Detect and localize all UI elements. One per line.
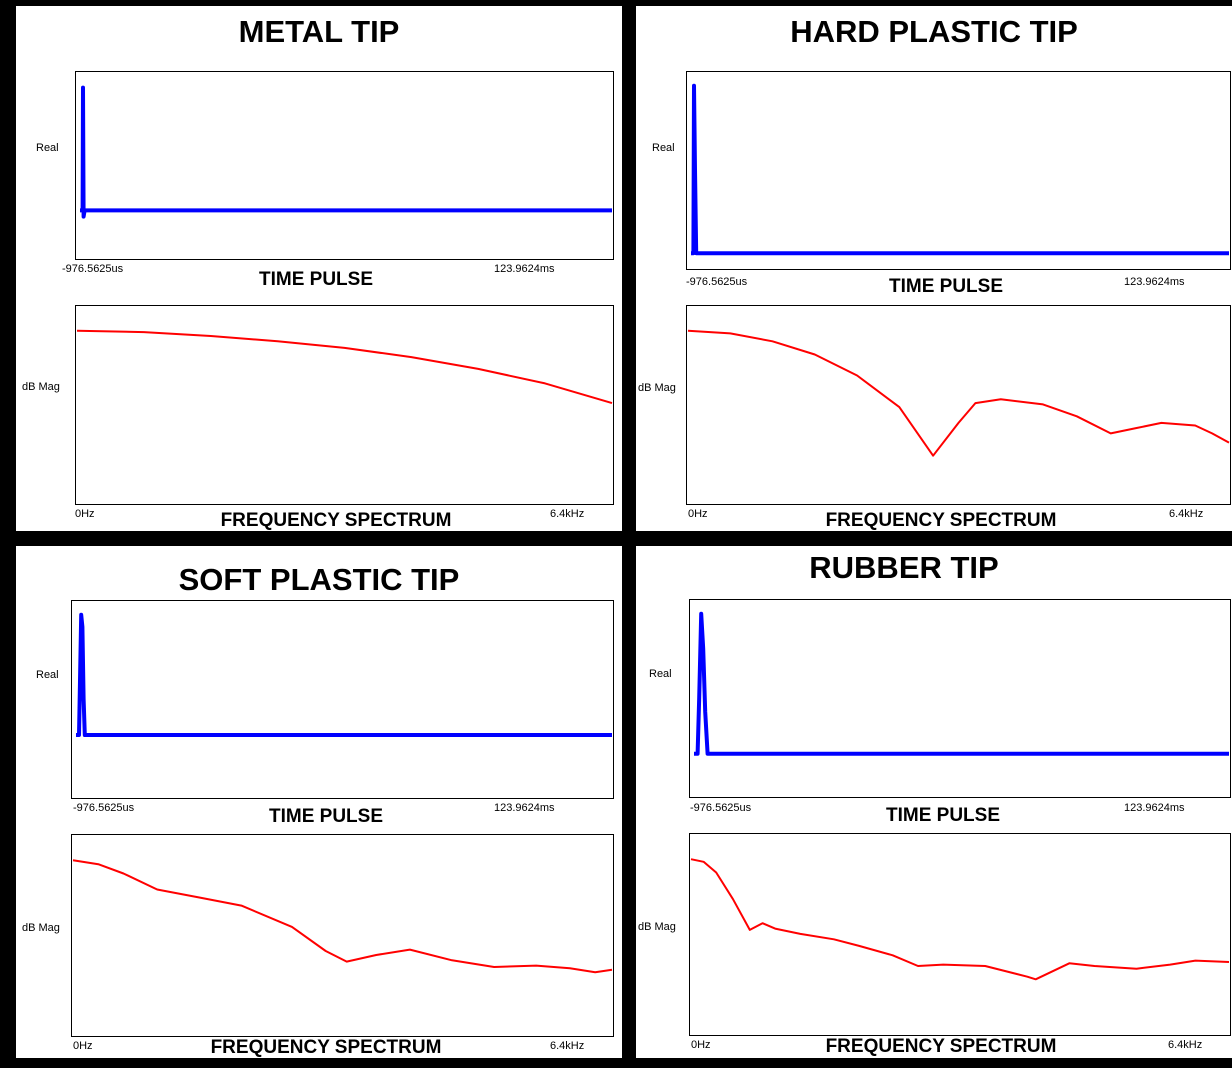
time-pulse-line [691,83,1229,256]
frequency-spectrum-line [687,329,1230,457]
freq-xtitle: FREQUENCY SPECTRUM [210,1037,442,1058]
panel-soft-plastic-tip: SOFT PLASTIC TIP Real -976.5625us 123.96… [16,546,622,1058]
time-pulse-svg [691,83,1229,256]
time-tick-end: 123.9624ms [494,263,555,275]
panel-metal-tip: METAL TIP Real -976.5625us 123.9624ms TI… [16,6,622,531]
frequency-spectrum-plot [75,305,614,505]
freq-xtitle: FREQUENCY SPECTRUM [825,510,1057,531]
frequency-spectrum-svg [76,329,613,405]
time-tick-start: -976.5625us [62,263,124,275]
time-pulse-line [80,85,612,219]
time-pulse-svg [76,612,612,737]
panel-title: SOFT PLASTIC TIP [178,562,460,597]
panel-hard-plastic-tip: HARD PLASTIC TIP Real -976.5625us 123.96… [636,6,1232,531]
freq-ylabel: dB Mag [22,381,60,393]
time-pulse-plot [75,71,614,260]
time-pulse-plot [686,71,1231,270]
freq-xtitle: FREQUENCY SPECTRUM [825,1036,1057,1057]
freq-tick-start: 0Hz [75,508,95,520]
panel-rubber-tip: RUBBER TIP Real -976.5625us 123.9624ms T… [636,546,1232,1058]
time-ylabel: Real [36,669,59,681]
freq-tick-start: 0Hz [691,1039,711,1051]
frequency-spectrum-plot [71,834,614,1037]
time-tick-end: 123.9624ms [1124,276,1185,288]
time-pulse-svg [80,85,612,219]
freq-tick-end: 6.4kHz [1168,1039,1203,1051]
time-ylabel: Real [36,142,59,154]
frequency-spectrum-line [690,858,1230,981]
frequency-spectrum-svg [690,858,1230,981]
time-xtitle: TIME PULSE [258,269,373,290]
frequency-spectrum-plot [686,305,1231,505]
freq-tick-end: 6.4kHz [550,1040,585,1052]
freq-ylabel: dB Mag [22,922,60,934]
frequency-spectrum-line [76,329,613,405]
time-pulse-line [76,612,612,737]
time-ylabel: Real [649,668,672,680]
freq-tick-start: 0Hz [688,508,708,520]
panel-title: METAL TIP [238,14,400,49]
time-xtitle: TIME PULSE [885,805,1000,826]
time-pulse-line [694,611,1229,756]
time-pulse-plot [689,599,1231,798]
time-xtitle: TIME PULSE [268,806,383,827]
time-xtitle: TIME PULSE [888,276,1003,297]
panel-title: RUBBER TIP [809,550,999,585]
frequency-spectrum-svg [72,859,613,974]
time-tick-end: 123.9624ms [1124,802,1185,814]
frequency-spectrum-svg [687,329,1230,457]
time-tick-end: 123.9624ms [494,802,555,814]
time-tick-start: -976.5625us [686,276,748,288]
time-tick-start: -976.5625us [690,802,752,814]
time-pulse-plot [71,600,614,799]
time-ylabel: Real [652,142,675,154]
time-tick-start: -976.5625us [73,802,135,814]
freq-tick-start: 0Hz [73,1040,93,1052]
freq-ylabel: dB Mag [638,382,676,394]
time-pulse-svg [694,611,1229,756]
freq-tick-end: 6.4kHz [550,508,585,520]
freq-xtitle: FREQUENCY SPECTRUM [220,510,452,531]
freq-tick-end: 6.4kHz [1169,508,1204,520]
frequency-spectrum-plot [689,833,1231,1036]
frequency-spectrum-line [72,859,613,974]
freq-ylabel: dB Mag [638,921,676,933]
panel-title: HARD PLASTIC TIP [790,14,1078,49]
